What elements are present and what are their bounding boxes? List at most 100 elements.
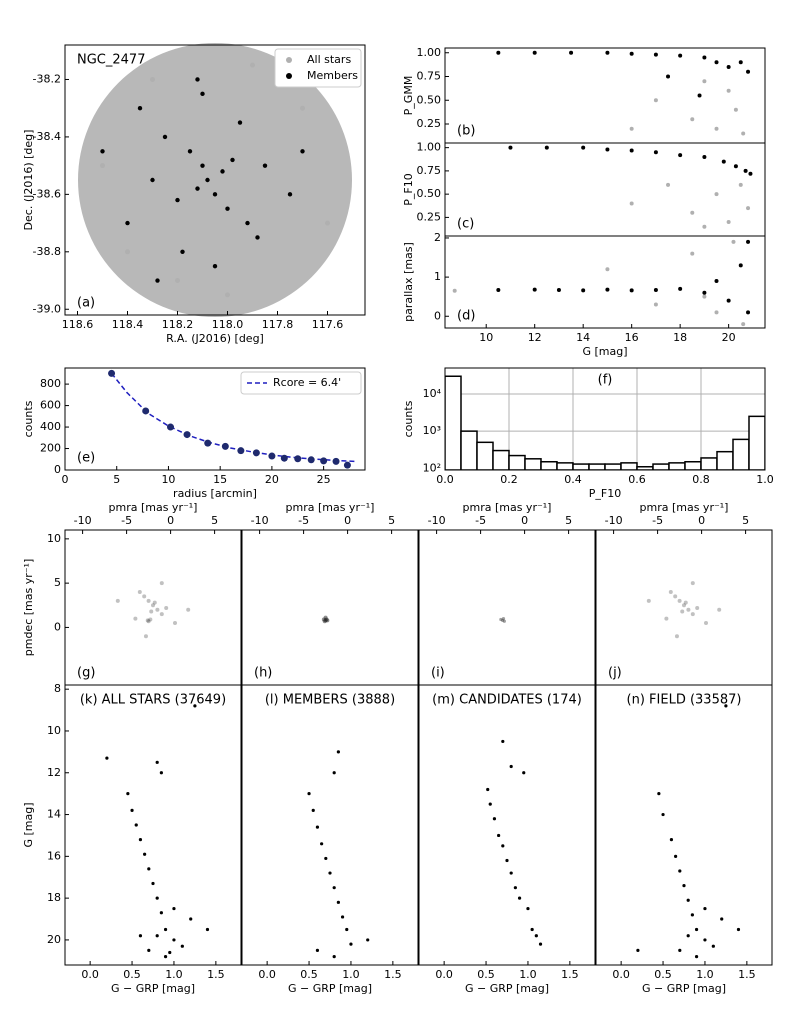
y-tick-label: 8 <box>54 682 61 695</box>
point <box>702 55 707 60</box>
point <box>366 938 370 942</box>
x-tick-label: -10 <box>74 514 92 527</box>
x-tick-label: 0.5 <box>300 968 318 981</box>
x-tick-label: 16 <box>625 331 639 344</box>
x-tick-label: 0.0 <box>612 968 630 981</box>
point <box>180 944 184 948</box>
point <box>186 607 191 612</box>
y-tick-label: 10 <box>47 532 61 545</box>
point <box>155 607 160 612</box>
x-tick-label: 5 <box>565 514 572 527</box>
y-tick-label: 0 <box>434 309 441 322</box>
y-tick-label: 18 <box>47 891 61 904</box>
point <box>694 927 699 932</box>
point <box>142 407 150 415</box>
y-axis-label: pmdec [mas yr⁻¹] <box>22 559 35 657</box>
x-tick-label: 118.6 <box>62 318 94 331</box>
point <box>702 294 707 299</box>
point <box>530 927 534 932</box>
panel-title: (m) CANDIDATES (174) <box>432 693 582 708</box>
hist-bar <box>732 438 750 470</box>
point <box>690 251 695 256</box>
y-tick-label: 0 <box>54 620 61 633</box>
point <box>726 65 731 69</box>
legend-box <box>274 48 362 88</box>
point <box>646 598 651 603</box>
point <box>694 955 699 959</box>
panel-label: (e) <box>77 451 95 466</box>
x-tick-label: 1.0 <box>696 968 714 981</box>
plot-area <box>486 739 543 946</box>
point <box>311 808 315 812</box>
point <box>159 771 163 775</box>
x-tick-label: 0.0 <box>81 968 99 981</box>
x-tick-label: 0.6 <box>628 473 646 486</box>
axes-frame <box>595 684 773 966</box>
point <box>714 279 719 284</box>
point <box>180 249 185 255</box>
point <box>320 842 324 846</box>
plot-area <box>108 369 355 469</box>
y-axis-label: P_F10 <box>402 173 415 205</box>
point <box>143 634 148 639</box>
point <box>509 764 513 769</box>
point <box>262 163 268 168</box>
point <box>678 948 682 952</box>
y-tick-label: 2 <box>434 231 441 244</box>
x-axis-label: radius [arcmin] <box>173 487 257 500</box>
point <box>150 76 155 82</box>
legend-swatch <box>286 73 292 79</box>
point <box>155 278 160 283</box>
x-tick-label: -5 <box>652 514 663 527</box>
x-tick-label: 117.6 <box>312 318 344 331</box>
plot-area <box>508 145 753 229</box>
plot-area <box>105 704 210 959</box>
x-tick-label: 1.0 <box>342 968 360 981</box>
point <box>746 239 751 244</box>
axes-frame <box>64 44 366 316</box>
field-footprint <box>78 43 352 317</box>
point <box>726 298 731 303</box>
hist-bar <box>556 462 574 470</box>
point <box>532 50 537 55</box>
point <box>300 105 305 111</box>
point <box>212 192 218 197</box>
point <box>328 871 332 875</box>
x-tick-label: 0 <box>167 514 174 527</box>
point <box>152 600 157 605</box>
x-tick-label: 20 <box>722 331 736 344</box>
point <box>581 145 586 150</box>
point <box>252 449 260 457</box>
point <box>678 53 683 58</box>
point <box>163 955 168 959</box>
point <box>677 598 682 603</box>
point <box>172 938 176 942</box>
x-tick-label: 12 <box>528 331 542 344</box>
point <box>736 927 741 932</box>
point <box>237 120 243 125</box>
point <box>695 605 700 610</box>
x-tick-label: 14 <box>576 331 590 344</box>
point <box>714 310 719 315</box>
legend-box <box>240 371 362 395</box>
point <box>300 149 305 154</box>
point <box>690 210 695 215</box>
point <box>143 852 147 856</box>
x-tick-label: 0.8 <box>692 473 710 486</box>
point <box>661 812 665 817</box>
x-axis-label: pmra [mas yr⁻¹] <box>286 501 375 514</box>
plot-area <box>100 62 330 298</box>
point <box>686 607 691 612</box>
point <box>666 74 671 79</box>
x-tick-label: 0.5 <box>477 968 495 981</box>
point <box>452 288 457 293</box>
axes-frame <box>241 684 419 966</box>
panel-label: (d) <box>457 309 475 324</box>
point <box>155 896 159 900</box>
point <box>690 581 695 586</box>
point <box>714 60 719 65</box>
point <box>245 220 250 226</box>
point <box>294 455 302 463</box>
point <box>522 771 526 775</box>
point <box>605 267 610 272</box>
